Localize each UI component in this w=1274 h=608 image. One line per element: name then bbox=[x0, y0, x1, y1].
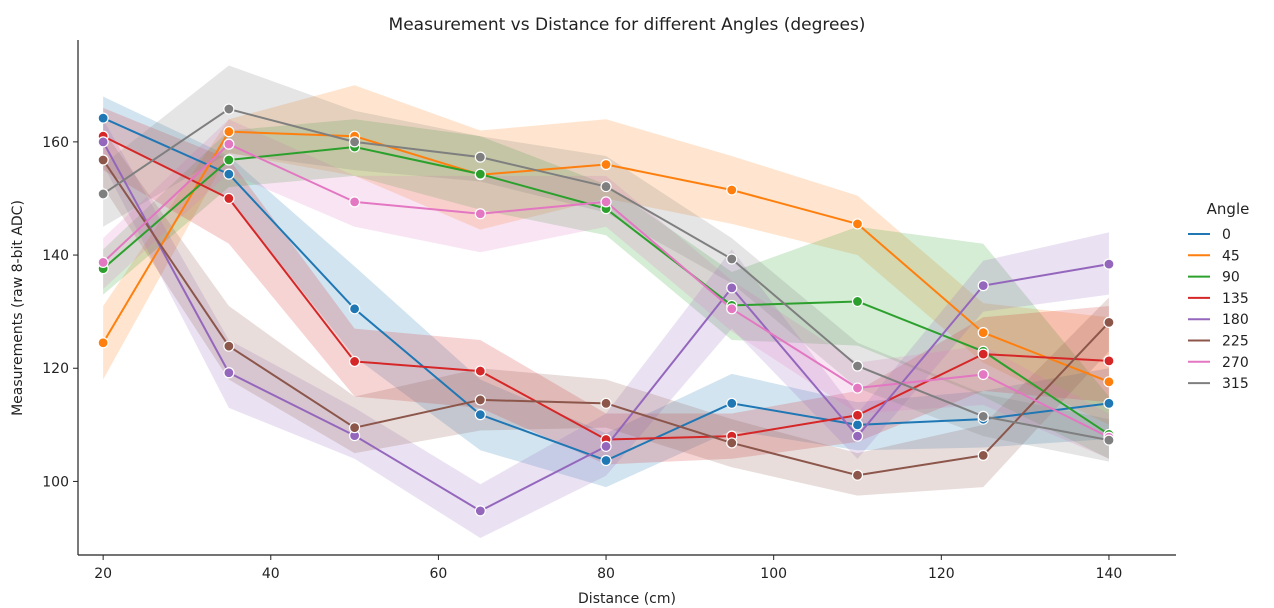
point-series-135 bbox=[977, 348, 989, 360]
axes: 20 40 60 80 100 120 140 100 120 140 160 bbox=[42, 40, 1176, 582]
point-series-0 bbox=[726, 397, 738, 409]
y-axis-title: Measurements (raw 8-bit ADC) bbox=[10, 200, 26, 416]
x-tick-label: 120 bbox=[928, 566, 955, 582]
x-ticks: 20 40 60 80 100 120 140 bbox=[94, 555, 1122, 582]
point-series-315 bbox=[726, 253, 738, 265]
confidence-bands bbox=[103, 65, 1109, 539]
point-series-225 bbox=[851, 469, 864, 481]
point-series-90 bbox=[474, 168, 486, 180]
point-series-135 bbox=[851, 409, 864, 421]
point-series-180 bbox=[223, 367, 235, 379]
point-series-180 bbox=[851, 430, 864, 442]
point-series-270 bbox=[223, 138, 235, 150]
point-series-180 bbox=[97, 136, 109, 148]
point-series-0 bbox=[1103, 397, 1115, 409]
point-series-0 bbox=[600, 454, 612, 467]
point-series-225 bbox=[977, 449, 989, 461]
point-series-270 bbox=[97, 256, 109, 269]
point-series-0 bbox=[348, 303, 361, 315]
point-series-45 bbox=[1103, 376, 1115, 388]
point-series-90 bbox=[851, 295, 864, 308]
point-series-315 bbox=[600, 180, 612, 193]
x-tick-label: 20 bbox=[94, 566, 112, 582]
point-series-135 bbox=[348, 355, 361, 368]
point-series-270 bbox=[977, 368, 989, 381]
legend-label-270: 270 bbox=[1222, 355, 1249, 371]
point-series-270 bbox=[474, 208, 486, 220]
point-series-315 bbox=[977, 410, 989, 422]
point-series-315 bbox=[1103, 434, 1115, 446]
point-series-225 bbox=[600, 397, 612, 409]
point-series-225 bbox=[474, 394, 486, 406]
point-series-315 bbox=[97, 188, 109, 200]
legend-label-90: 90 bbox=[1222, 270, 1240, 286]
point-series-180 bbox=[726, 282, 738, 294]
point-series-225 bbox=[1103, 316, 1115, 329]
point-series-225 bbox=[97, 154, 109, 166]
point-series-0 bbox=[223, 168, 235, 180]
x-tick-label: 60 bbox=[429, 566, 447, 582]
point-series-45 bbox=[97, 337, 109, 349]
legend-label-225: 225 bbox=[1222, 334, 1249, 350]
band-series-135 bbox=[103, 107, 1109, 465]
point-series-135 bbox=[223, 192, 235, 205]
point-series-315 bbox=[474, 151, 486, 163]
point-series-90 bbox=[223, 154, 235, 166]
point-series-0 bbox=[97, 112, 109, 124]
y-tick-label: 160 bbox=[42, 135, 69, 151]
legend-label-180: 180 bbox=[1222, 312, 1249, 328]
point-series-270 bbox=[600, 196, 612, 208]
point-series-45 bbox=[223, 126, 235, 138]
x-axis-title: Distance (cm) bbox=[578, 591, 676, 607]
series-markers bbox=[97, 103, 1115, 517]
y-tick-label: 140 bbox=[42, 248, 69, 264]
point-series-0 bbox=[474, 409, 486, 421]
legend-title: Angle bbox=[1207, 200, 1250, 218]
legend: Angle 0 45 90 135 180 225 270 315 bbox=[1188, 200, 1249, 392]
point-series-270 bbox=[726, 303, 738, 315]
band-series-45 bbox=[103, 85, 1109, 425]
band-series-0 bbox=[103, 96, 1109, 488]
point-series-135 bbox=[474, 365, 486, 377]
legend-label-45: 45 bbox=[1222, 248, 1240, 264]
point-series-45 bbox=[851, 218, 864, 230]
y-ticks: 100 120 140 160 bbox=[42, 135, 78, 490]
chart-title: Measurement vs Distance for different An… bbox=[389, 15, 866, 35]
point-series-0 bbox=[851, 419, 864, 431]
x-tick-label: 140 bbox=[1096, 566, 1123, 582]
point-series-270 bbox=[348, 196, 361, 208]
band-series-225 bbox=[103, 130, 1109, 496]
x-tick-label: 80 bbox=[597, 566, 615, 582]
point-series-315 bbox=[851, 360, 864, 372]
point-series-180 bbox=[1103, 258, 1115, 270]
point-series-225 bbox=[726, 437, 738, 449]
point-series-270 bbox=[851, 382, 864, 394]
point-series-180 bbox=[600, 440, 612, 452]
point-series-225 bbox=[223, 340, 235, 352]
point-series-225 bbox=[348, 422, 361, 434]
point-series-315 bbox=[223, 103, 235, 115]
point-series-315 bbox=[348, 136, 361, 148]
x-tick-label: 40 bbox=[262, 566, 280, 582]
point-series-45 bbox=[600, 158, 612, 171]
point-series-135 bbox=[1103, 355, 1115, 367]
point-series-45 bbox=[726, 184, 738, 196]
y-tick-label: 120 bbox=[42, 361, 69, 377]
point-series-45 bbox=[977, 326, 989, 339]
y-tick-label: 100 bbox=[42, 474, 69, 490]
legend-label-0: 0 bbox=[1222, 227, 1231, 243]
legend-label-315: 315 bbox=[1222, 376, 1249, 392]
x-tick-label: 100 bbox=[760, 566, 787, 582]
point-series-180 bbox=[474, 505, 486, 517]
point-series-180 bbox=[977, 280, 989, 292]
legend-label-135: 135 bbox=[1222, 291, 1249, 307]
